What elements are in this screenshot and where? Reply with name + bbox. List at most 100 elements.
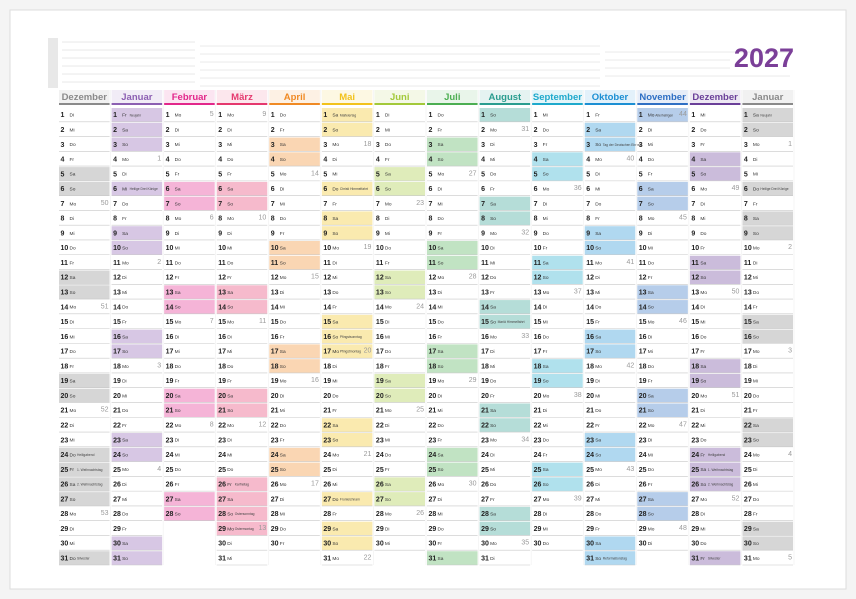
weekday: Di bbox=[385, 423, 390, 429]
day-shade bbox=[427, 344, 478, 359]
sheet bbox=[9, 9, 847, 590]
weekday: Di bbox=[385, 526, 390, 532]
weekday: Mo bbox=[543, 290, 550, 296]
day-shade bbox=[111, 344, 163, 359]
weekday: So bbox=[595, 142, 601, 148]
day-number: 5 bbox=[61, 171, 65, 178]
weekday: Sa bbox=[385, 379, 391, 385]
weekday: Di bbox=[595, 172, 600, 178]
week-number: 50 bbox=[101, 200, 109, 207]
day-number: 3 bbox=[534, 142, 538, 149]
weekday: Mo bbox=[385, 408, 392, 414]
day-number: 13 bbox=[166, 290, 174, 297]
day-number: 29 bbox=[534, 526, 542, 533]
holiday: Neujahr bbox=[760, 113, 772, 117]
weekday: Di bbox=[438, 290, 443, 296]
weekday: Di bbox=[543, 408, 548, 414]
weekday: Mi bbox=[438, 512, 443, 518]
day-number: 7 bbox=[639, 201, 643, 208]
day-number: 1 bbox=[376, 112, 380, 119]
weekday: Sa bbox=[595, 541, 601, 547]
weekday: Do bbox=[543, 438, 549, 444]
day-number: 13 bbox=[639, 290, 647, 297]
day-shade bbox=[111, 433, 163, 447]
month-header-bg bbox=[321, 90, 373, 105]
week-number: 52 bbox=[732, 495, 740, 502]
day-shade bbox=[321, 211, 373, 226]
day-number: 15 bbox=[376, 319, 384, 326]
day-number: 26 bbox=[113, 482, 121, 489]
weekday: Mi bbox=[648, 246, 653, 252]
weekday: Mo bbox=[227, 526, 234, 532]
day-number: 27 bbox=[166, 496, 174, 503]
weekday: Do bbox=[543, 127, 549, 133]
weekday: Do bbox=[595, 512, 601, 518]
day-number: 17 bbox=[166, 349, 174, 356]
month-header-bg bbox=[532, 90, 583, 105]
weekday: Fr bbox=[175, 172, 180, 178]
month-header-bg bbox=[216, 90, 268, 105]
weekday: Mi bbox=[490, 467, 495, 473]
day-shade bbox=[742, 521, 793, 536]
day-number: 7 bbox=[534, 201, 538, 208]
weekday: Do bbox=[438, 526, 444, 532]
weekday: Mi bbox=[280, 201, 285, 207]
day-shade bbox=[321, 122, 373, 137]
day-number: 24 bbox=[218, 452, 226, 459]
weekday: Fr bbox=[175, 275, 180, 281]
day-number: 18 bbox=[534, 363, 542, 370]
weekday: Sa bbox=[438, 452, 444, 458]
weekday: Sa bbox=[543, 260, 549, 266]
day-shade bbox=[374, 285, 425, 300]
day-shade bbox=[59, 388, 110, 403]
day-number: 5 bbox=[586, 171, 590, 178]
day-number: 19 bbox=[271, 378, 279, 385]
weekday: So bbox=[385, 393, 391, 399]
weekday: Mo bbox=[122, 364, 129, 370]
day-number: 10 bbox=[218, 245, 226, 252]
weekday: Mo bbox=[70, 305, 77, 311]
weekday: Di bbox=[70, 216, 75, 222]
day-number: 6 bbox=[271, 186, 275, 193]
day-number: 12 bbox=[534, 275, 542, 282]
weekday: Do bbox=[753, 187, 759, 193]
weekday: Mi bbox=[175, 452, 180, 458]
day-number: 11 bbox=[429, 260, 437, 267]
day-number: 7 bbox=[429, 201, 433, 208]
day-number: 20 bbox=[534, 393, 542, 400]
holiday: Heiligabend bbox=[708, 453, 726, 457]
day-number: 7 bbox=[61, 201, 65, 208]
weekday: Mi bbox=[753, 482, 758, 488]
day-number: 28 bbox=[376, 511, 384, 518]
weekday: Di bbox=[227, 438, 232, 444]
weekday: Do bbox=[543, 334, 549, 340]
weekday: Fr bbox=[595, 319, 600, 325]
weekday: Mi bbox=[175, 246, 180, 252]
day-number: 3 bbox=[113, 142, 117, 149]
day-shade bbox=[216, 492, 268, 506]
weekday: Do bbox=[438, 423, 444, 429]
day-shade bbox=[427, 447, 478, 462]
weekday: Sa bbox=[280, 349, 286, 355]
holiday: Heilige Drei Könige bbox=[130, 187, 158, 191]
day-number: 19 bbox=[481, 378, 489, 385]
weekday: Mo bbox=[543, 187, 550, 193]
weekday: So bbox=[175, 201, 181, 207]
weekday: Sa bbox=[70, 172, 76, 178]
weekday: Di bbox=[70, 113, 75, 119]
day-number: 16 bbox=[481, 334, 489, 341]
day-number: 19 bbox=[166, 378, 174, 385]
weekday: Di bbox=[648, 231, 653, 237]
month-name: April bbox=[284, 92, 306, 103]
day-number: 12 bbox=[113, 275, 121, 282]
week-number: 39 bbox=[574, 495, 582, 502]
day-shade bbox=[532, 167, 583, 181]
weekday: Do bbox=[175, 467, 181, 473]
weekday: Sa bbox=[227, 497, 233, 503]
day-number: 17 bbox=[218, 349, 226, 356]
day-number: 17 bbox=[429, 349, 437, 356]
week-number: 43 bbox=[626, 466, 634, 473]
weekday: So bbox=[490, 526, 496, 532]
day-shade bbox=[164, 388, 215, 403]
day-number: 1 bbox=[744, 112, 748, 119]
